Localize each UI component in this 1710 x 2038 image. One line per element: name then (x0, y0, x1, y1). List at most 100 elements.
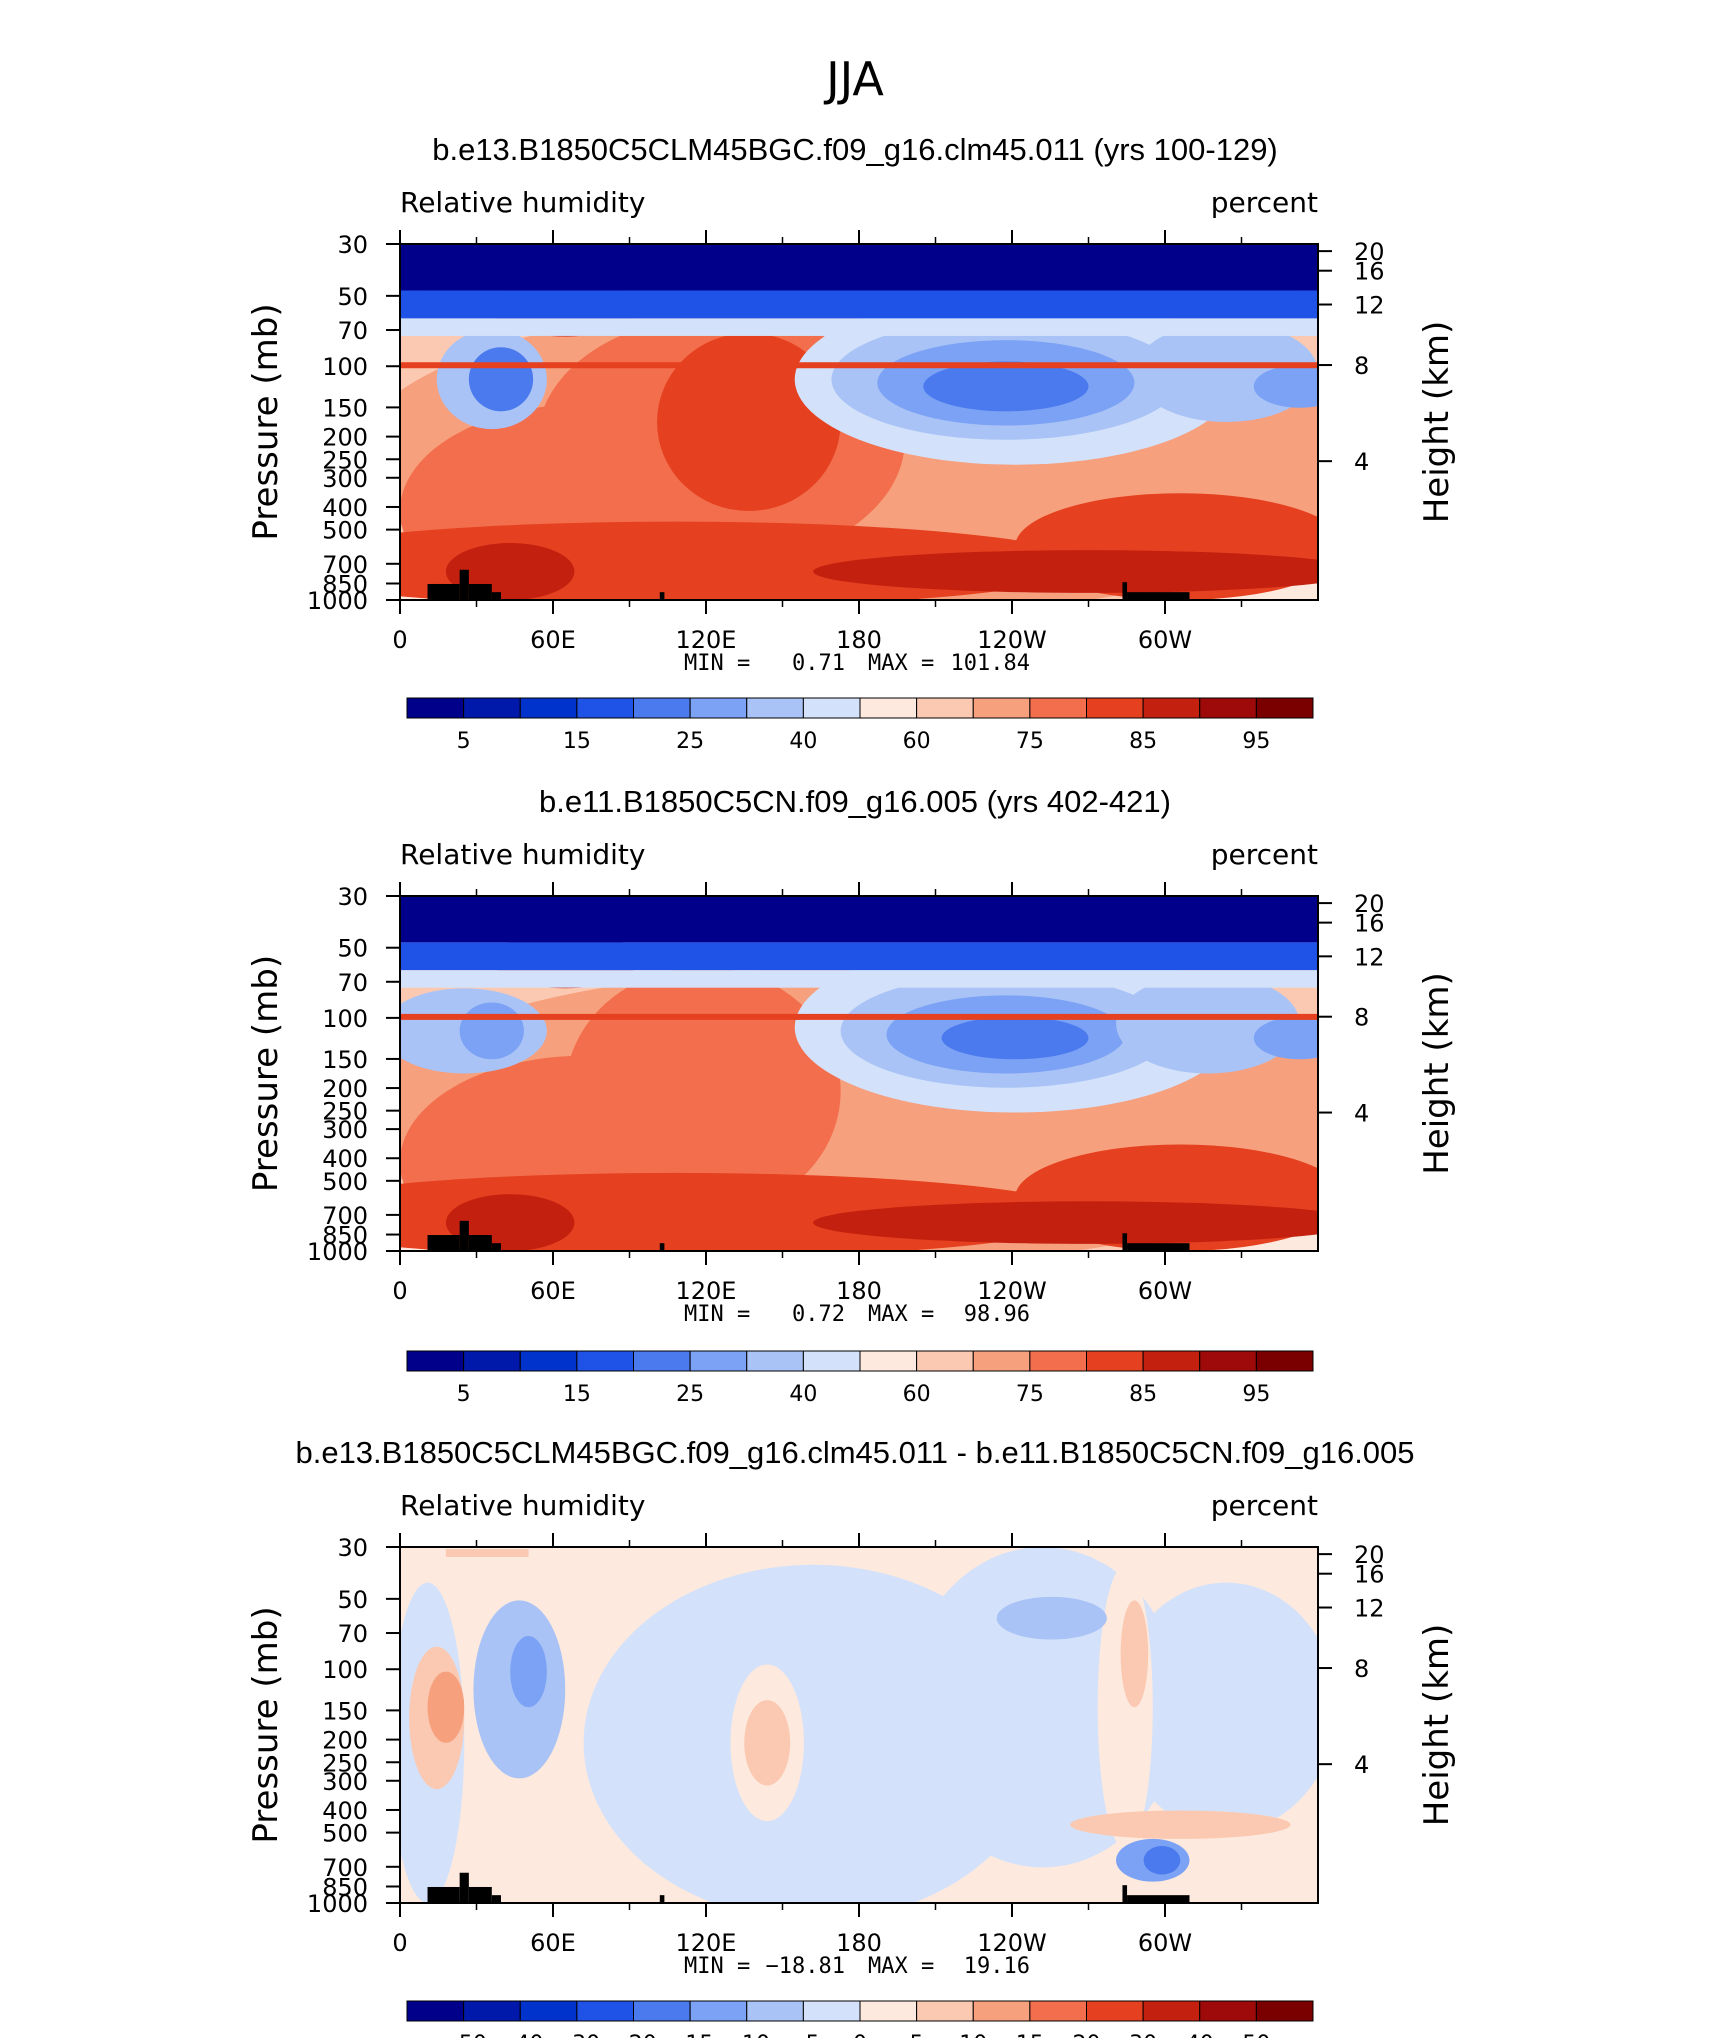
colorbar-label: 0 (853, 2032, 867, 2038)
topography (459, 1872, 469, 1903)
colorbar-label: 75 (1016, 729, 1044, 754)
y-tick-label: 300 (322, 1768, 368, 1796)
contour-field (400, 1547, 1318, 1903)
contour-region (744, 1700, 791, 1786)
colorbar-box (802, 2000, 861, 2022)
y-tick-label: 250 (322, 1749, 368, 1777)
contour-region (1116, 974, 1300, 1074)
x-tick-label: 120W (977, 626, 1047, 654)
x-tick-label: 60E (530, 1277, 576, 1305)
colorbar-label: 20 (1073, 2032, 1101, 2038)
colorbar-label: −20 (610, 2032, 656, 2038)
colorbar-box (859, 697, 918, 719)
colorbar-box (633, 1350, 691, 1372)
x-tick-label: 60W (1138, 1277, 1192, 1305)
units-label: percent (1211, 1489, 1318, 1522)
contour-field (400, 244, 1318, 600)
strat-band (400, 318, 1318, 336)
colorbar-box (746, 1350, 804, 1372)
topography (491, 1895, 501, 1903)
contour-region (1120, 1600, 1149, 1708)
y-tick-label: 30 (337, 883, 368, 911)
colorbar-box (859, 1350, 918, 1372)
y-tick-label: 500 (322, 1168, 368, 1196)
colorbar-label: −30 (554, 2032, 600, 2038)
min-value: 0.72 (792, 1302, 845, 1327)
colorbar-box (406, 2000, 465, 2022)
topography (1122, 1233, 1128, 1251)
colorbar-box (689, 2000, 748, 2022)
y-tick-label: 150 (322, 1697, 368, 1725)
topography (1122, 1885, 1128, 1903)
colorbar-label: −40 (497, 2032, 543, 2038)
y2-tick-label: 20 (1354, 890, 1385, 918)
contour-region (565, 967, 841, 1216)
topography (1127, 592, 1190, 600)
strat-anomaly (445, 1549, 529, 1557)
max-label: MAX = (868, 1954, 934, 1979)
colorbar-box (916, 697, 974, 719)
x-tick-label: 180 (836, 626, 882, 654)
topography (427, 1235, 460, 1251)
y2-tick-label: 8 (1354, 1655, 1369, 1683)
colorbar-box (972, 697, 1031, 719)
colorbar-box (1029, 697, 1087, 719)
colorbar-label: 60 (903, 1382, 931, 1407)
panels: b.e13.B1850C5CLM45BGC.f09_g16.clm45.011 … (246, 132, 1457, 2038)
max-value: 101.84 (951, 651, 1030, 676)
x-tick-label: 60W (1138, 1929, 1192, 1957)
y-tick-label: 70 (337, 1620, 368, 1648)
colorbar-label: 40 (789, 729, 817, 754)
strat-band (400, 942, 1318, 971)
y2-tick-label: 4 (1354, 448, 1369, 476)
x-tick-label: 180 (836, 1277, 882, 1305)
contour-region (510, 1636, 547, 1708)
colorbar-box (1142, 697, 1201, 719)
colorbar-box (519, 2000, 578, 2022)
colorbar-box (633, 697, 691, 719)
y-tick-label: 700 (322, 551, 368, 579)
y2-tick-label: 12 (1354, 292, 1385, 320)
strat-band (400, 290, 1318, 319)
contour-region (1097, 1564, 1153, 1850)
colorbar-label: 85 (1129, 729, 1157, 754)
topography (491, 1243, 501, 1251)
panel-1: b.e13.B1850C5CLM45BGC.f09_g16.clm45.011 … (246, 132, 1457, 754)
colorbar-label: 95 (1242, 1382, 1270, 1407)
x-tick-label: 120E (676, 626, 737, 654)
colorbar: 5 15 25 40 60 75 85 95 (406, 1350, 1314, 1407)
figure-title: JJA (823, 52, 884, 106)
contour-region (1070, 1810, 1291, 1839)
y-axis-title: Pressure (mb) (246, 303, 286, 540)
colorbar-box (972, 1350, 1031, 1372)
contour-region (813, 1201, 1318, 1244)
y2-tick-label: 16 (1354, 910, 1385, 938)
y-axis-title: Pressure (mb) (246, 1606, 286, 1843)
y2-tick-label: 20 (1354, 1541, 1385, 1569)
colorbar-label: 15 (563, 729, 591, 754)
y-tick-label: 70 (337, 969, 368, 997)
topography (427, 583, 460, 600)
colorbar-label: 15 (1016, 2032, 1044, 2038)
contour-region (459, 1002, 524, 1060)
y2-tick-label: 8 (1354, 352, 1369, 380)
colorbar-label: 30 (1129, 2032, 1157, 2038)
topography (468, 1886, 492, 1903)
y-tick-label: 200 (322, 424, 368, 452)
min-label: MIN = (684, 1954, 750, 1979)
y-tick-label: 200 (322, 1727, 368, 1755)
topography (659, 1895, 665, 1903)
x-tick-label: 120W (977, 1929, 1047, 1957)
y-tick-label: 500 (322, 1820, 368, 1848)
contour-region (941, 1016, 1089, 1060)
y-tick-label: 250 (322, 1098, 368, 1126)
y2-tick-label: 16 (1354, 258, 1385, 286)
colorbar-box (746, 2000, 804, 2022)
y-tick-label: 700 (322, 1854, 368, 1882)
min-value: 0.71 (792, 651, 845, 676)
topography (1127, 1243, 1190, 1251)
x-tick-label: 0 (392, 1277, 407, 1305)
y-tick-label: 1000 (307, 587, 368, 615)
y2-tick-label: 4 (1354, 1100, 1369, 1128)
colorbar-label: 40 (789, 1382, 817, 1407)
